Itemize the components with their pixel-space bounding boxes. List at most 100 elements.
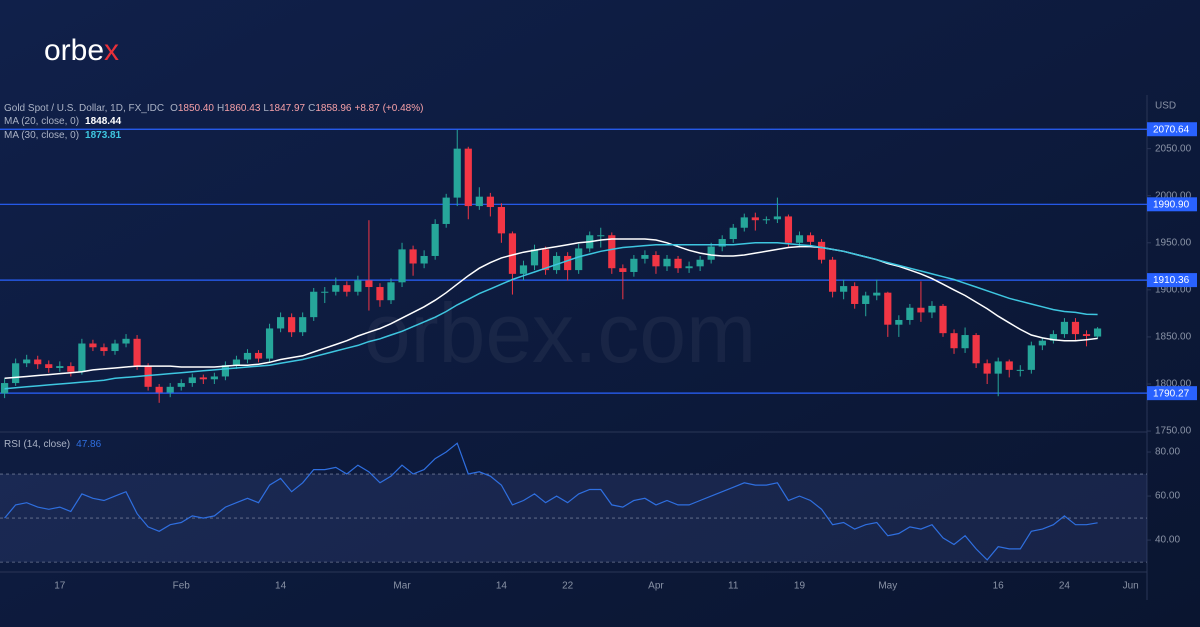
candle-body	[475, 196, 483, 207]
y-tick-label: 1950.00	[1155, 237, 1192, 248]
rsi-legend-name: RSI (14, close)	[4, 439, 70, 450]
candle-body	[486, 196, 494, 208]
level-label: 1790.27	[1153, 388, 1190, 399]
candle-body	[299, 317, 307, 333]
x-tick-label: 22	[562, 581, 574, 592]
x-tick-label: 17	[54, 581, 66, 592]
candle-body	[740, 217, 748, 228]
x-tick-label: Feb	[173, 581, 191, 592]
candle-body	[906, 307, 914, 320]
ma-legend-name: MA (20, close, 0)	[4, 116, 79, 127]
candle-body	[210, 376, 218, 380]
candle-body	[332, 285, 340, 292]
x-tick-label: 16	[993, 581, 1005, 592]
candle-body	[553, 255, 561, 271]
candle-body	[829, 259, 837, 292]
candle-body	[917, 307, 925, 313]
y-tick-label: 40.00	[1155, 535, 1180, 546]
x-tick-label: Mar	[393, 581, 411, 592]
candle-body	[199, 377, 207, 380]
candle-body	[409, 249, 417, 264]
y-tick-label: 80.00	[1155, 447, 1180, 458]
candle-body	[1082, 334, 1091, 336]
candle-body	[1038, 340, 1046, 346]
candle-body	[321, 291, 329, 293]
candle-body	[111, 343, 119, 352]
rsi-legend: RSI (14, close) 47.86	[4, 439, 102, 450]
level-label: 1910.36	[1153, 275, 1190, 286]
ma-legend-name: MA (30, close, 0)	[4, 130, 79, 141]
candle-body	[851, 286, 859, 304]
candle-body	[597, 235, 605, 237]
candle-body	[619, 268, 627, 272]
y-tick-label: 2000.00	[1155, 190, 1192, 201]
candle-body	[431, 223, 439, 256]
candle-body	[575, 248, 583, 271]
candle-body	[950, 333, 958, 349]
legend-key: C	[308, 103, 315, 114]
ma-legend: MA (20, close, 0) 1848.44	[4, 116, 122, 127]
candle-body	[343, 285, 351, 292]
y-tick-label: 1800.00	[1155, 379, 1192, 390]
candle-body	[243, 352, 252, 360]
level-label: 1990.90	[1153, 199, 1190, 210]
candle-body	[519, 265, 528, 274]
candle-body	[56, 366, 64, 368]
candle-body	[420, 255, 428, 264]
y-tick-label: 60.00	[1155, 491, 1180, 502]
candle-body	[530, 249, 539, 266]
candle-body	[12, 363, 20, 384]
candle-body	[1005, 361, 1013, 370]
candle-body	[442, 197, 450, 224]
candle-body	[696, 259, 704, 267]
level-label-box	[1147, 122, 1197, 137]
level-label-box	[1147, 386, 1197, 401]
candle-body	[817, 241, 826, 260]
ma-legend-value: 1848.44	[85, 116, 122, 127]
legend-key: H	[217, 103, 224, 114]
candle-body	[453, 148, 461, 198]
candle-body	[773, 216, 781, 220]
logo-text: orbe	[44, 34, 104, 67]
candle-body	[1027, 345, 1035, 370]
candle-body	[685, 266, 693, 269]
candle-body	[663, 258, 671, 267]
candle-body	[232, 359, 241, 366]
candle-body	[1060, 321, 1069, 335]
candle-body	[762, 219, 770, 221]
moving-average-line	[4, 242, 1098, 390]
candle-body	[972, 335, 980, 364]
candle-body	[365, 280, 373, 288]
candle-body	[840, 286, 848, 292]
x-tick-label: 14	[496, 581, 508, 592]
candle-body	[464, 148, 472, 207]
candle-body	[1093, 328, 1102, 337]
candle-body	[376, 287, 384, 301]
candle-body	[144, 366, 152, 387]
candle-body	[100, 347, 108, 352]
legend-key: L	[263, 103, 269, 114]
candle-body	[806, 235, 815, 242]
candle-body	[254, 352, 263, 359]
candle-body	[608, 235, 616, 269]
candle-body	[398, 249, 406, 283]
candle-body	[795, 235, 804, 243]
level-label: 2070.64	[1153, 124, 1190, 135]
candle-body	[133, 338, 141, 367]
candle-body	[895, 319, 903, 325]
candle-body	[1071, 321, 1080, 335]
candle-body	[994, 361, 1002, 374]
legend-key: O	[170, 103, 178, 114]
candle-body	[729, 227, 737, 240]
candle-body	[718, 239, 726, 247]
candle-body	[221, 365, 229, 377]
candle-body	[641, 255, 649, 259]
candle-body	[674, 258, 682, 269]
candle-body	[751, 217, 759, 221]
x-tick-label: 19	[794, 581, 806, 592]
candle-body	[155, 386, 163, 393]
rsi-line	[4, 442, 1098, 561]
candle-body	[288, 317, 296, 333]
candle-body	[983, 363, 991, 374]
